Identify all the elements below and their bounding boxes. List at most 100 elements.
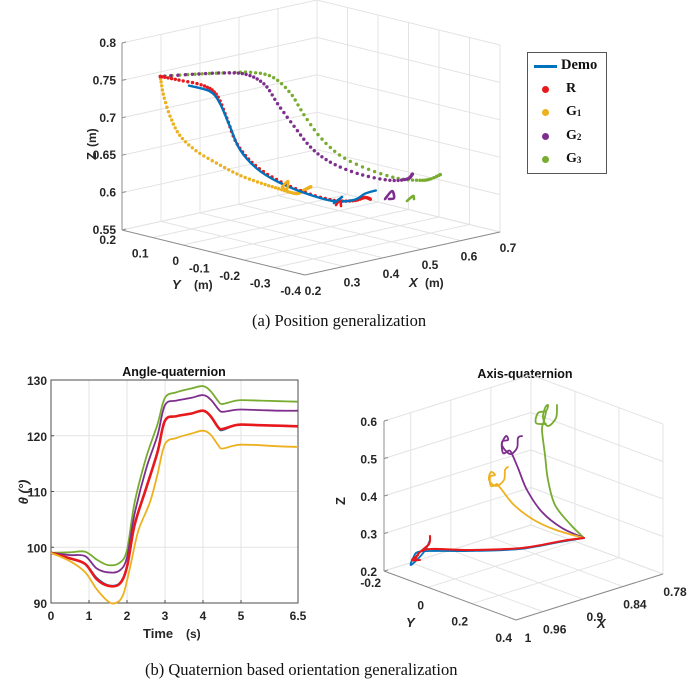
data-point: [392, 178, 396, 183]
data-point: [295, 129, 300, 133]
legend-label-g1-sub: 1: [576, 108, 582, 118]
data-point: [177, 78, 181, 82]
grid-line: [530, 449, 664, 500]
data-point: [183, 73, 187, 77]
data-point: [276, 187, 281, 191]
angle-series: [50, 385, 299, 605]
data-point: [173, 77, 177, 82]
data-point: [343, 156, 347, 160]
data-point: [414, 178, 419, 182]
data-point: [372, 176, 376, 180]
grid-line: [182, 201, 379, 246]
axis-y-axis-label: Y: [406, 615, 416, 630]
data-point: [429, 177, 433, 181]
data-point: [252, 75, 256, 79]
data-point: [337, 153, 342, 157]
data-point: [217, 71, 221, 75]
data-point: [273, 186, 278, 190]
grid-line: [383, 412, 532, 459]
grid-line: [316, 186, 501, 233]
data-point: [203, 71, 208, 76]
data-point: [272, 76, 276, 80]
grid-line: [316, 149, 501, 196]
data-point: [320, 137, 324, 141]
position-z-axis-label: Z(m): [84, 128, 99, 160]
legend-marker-g2: [542, 133, 549, 140]
y-tick-label: 0.4: [495, 631, 512, 645]
caption-a: (a) Position generalization: [252, 311, 427, 330]
data-point: [289, 120, 293, 124]
position-x-axis-unit: (m): [425, 276, 444, 290]
legend-label-g3-main: G: [566, 151, 577, 166]
data-point: [200, 72, 204, 76]
data-point: [195, 81, 199, 86]
angle-x-axis-unit: (s): [186, 627, 201, 641]
data-point: [293, 98, 297, 102]
x-tick-label: 0: [48, 609, 55, 623]
legend-label-g1: G1: [566, 104, 581, 120]
legend-line-demo: [534, 65, 557, 68]
data-point: [410, 172, 415, 176]
angle-x-axis-label: Time: [143, 626, 173, 641]
z-tick-label: 0.7: [99, 111, 116, 125]
data-point: [210, 71, 214, 75]
data-point: [302, 113, 306, 117]
y-axis-line: [383, 570, 517, 621]
series-g1-line: [50, 429, 299, 605]
data-point: [333, 149, 337, 153]
z-tick: [121, 78, 127, 81]
data-point: [305, 141, 309, 145]
data-point: [166, 110, 171, 114]
z-tick: [383, 569, 389, 572]
data-point: [248, 73, 252, 78]
legend-item-r: R: [528, 80, 606, 100]
data-point: [296, 103, 300, 107]
data-point: [161, 92, 165, 96]
x-tick-label: 4: [200, 609, 207, 623]
grid-line: [427, 540, 576, 588]
data-point: [159, 80, 163, 84]
grid-line: [410, 562, 543, 613]
axis-plot-title: Axis-quaternion: [477, 367, 572, 381]
grid-line: [316, 0, 501, 46]
series-g1: [487, 466, 585, 539]
axis-quaternion-series: [409, 403, 586, 566]
data-point: [283, 85, 288, 90]
z-tick-label: 0.3: [360, 528, 377, 542]
data-point: [232, 71, 236, 75]
data-point: [267, 73, 272, 78]
data-point: [410, 178, 415, 182]
data-point: [328, 145, 332, 150]
data-point: [338, 165, 342, 169]
x-tick-label: 1: [525, 631, 532, 645]
data-point: [344, 167, 348, 172]
data-point: [328, 160, 333, 164]
y-tick-label: 0.2: [99, 233, 116, 247]
data-point: [258, 79, 263, 83]
z-tick-label: 0.2: [360, 565, 377, 579]
x-tick-label: 0.9: [586, 610, 603, 624]
series-g1-end: [280, 179, 290, 191]
data-point: [309, 185, 313, 189]
data-point: [282, 110, 286, 115]
data-point: [396, 178, 400, 183]
trajectory-segment: [534, 403, 558, 427]
data-point: [287, 89, 291, 94]
z-tick-label: 0.6: [360, 415, 377, 429]
data-point: [187, 143, 191, 147]
data-point: [298, 133, 303, 137]
series-g1: [158, 74, 313, 196]
data-point: [305, 117, 309, 122]
data-point: [320, 155, 324, 159]
data-point: [181, 79, 185, 83]
x-tick-label: 3: [162, 609, 169, 623]
data-point: [348, 159, 352, 164]
data-point: [308, 145, 313, 149]
data-point: [160, 75, 164, 79]
data-point: [349, 169, 354, 174]
data-point: [190, 72, 194, 77]
legend-label-g2: G2: [566, 128, 581, 144]
data-point: [163, 75, 167, 80]
series-g2: [500, 435, 585, 539]
data-point: [354, 162, 359, 166]
